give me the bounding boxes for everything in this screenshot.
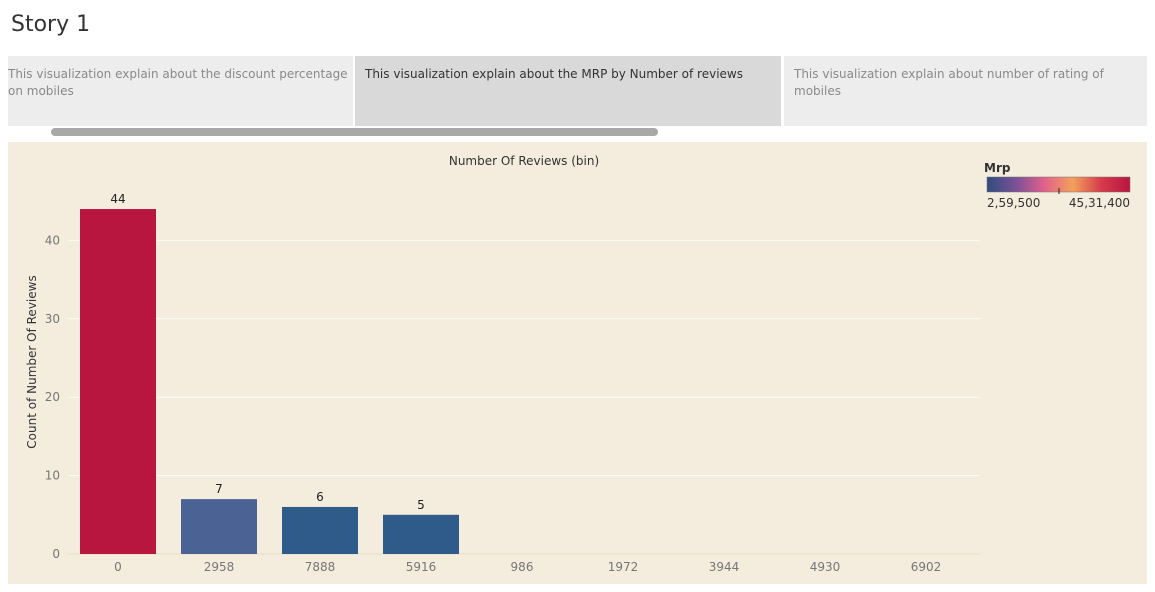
x-tick-label-2958: 2958	[204, 560, 235, 574]
bars	[80, 209, 459, 554]
y-tick-label: 20	[45, 390, 60, 404]
story-point-mrp-reviews[interactable]: This visualization explain about the MRP…	[355, 56, 781, 126]
color-legend: Mrp 2,59,500 45,31,400	[984, 161, 1131, 210]
story-navigator: This visualization explain about the dis…	[8, 56, 1147, 126]
legend-min-label: 2,59,500	[987, 196, 1040, 210]
x-tick-label-7888: 7888	[305, 560, 336, 574]
x-tick-label-1972: 1972	[608, 560, 639, 574]
data-label-0: 44	[110, 192, 125, 206]
chart-title: Number Of Reviews (bin)	[449, 154, 599, 168]
data-label-2958: 7	[215, 482, 223, 496]
x-tick-label-0: 0	[114, 560, 122, 574]
y-tick-label: 30	[45, 312, 60, 326]
x-axis-ticks: 0 2958 7888 5916 986 1972 3944 4930 6902	[114, 560, 941, 574]
y-axis-title: Count of Number Of Reviews	[25, 275, 39, 448]
bar-2958	[181, 499, 257, 554]
scrollbar-thumb[interactable]	[51, 128, 658, 136]
bar-chart: 44 7 6 5 0 10 20 30 40 0 2958 7888 5916 986 1972 3944…	[25, 154, 1131, 574]
story-point-discount[interactable]: This visualization explain about the dis…	[8, 56, 353, 126]
y-axis-ticks: 0 10 20 30 40	[45, 233, 60, 561]
legend-max-label: 45,31,400	[1069, 196, 1130, 210]
chart-panel: 44 7 6 5 0 10 20 30 40 0 2958 7888 5916 986 1972 3944…	[8, 142, 1147, 584]
legend-title: Mrp	[984, 161, 1011, 175]
data-label-7888: 6	[316, 490, 324, 504]
story-navigator-scrollbar[interactable]	[8, 126, 1147, 136]
y-tick-label: 10	[45, 469, 60, 483]
story-title: Story 1	[11, 12, 91, 37]
x-tick-label-5916: 5916	[406, 560, 437, 574]
x-tick-label-6902: 6902	[911, 560, 942, 574]
x-tick-label-4930: 4930	[810, 560, 841, 574]
story-point-rating[interactable]: This visualization explain about number …	[784, 56, 1147, 126]
x-tick-label-3944: 3944	[709, 560, 740, 574]
y-tick-label: 0	[52, 547, 60, 561]
data-label-5916: 5	[417, 498, 425, 512]
data-labels: 44 7 6 5	[110, 192, 424, 512]
bar-0	[80, 209, 156, 554]
x-tick-label-986: 986	[511, 560, 534, 574]
bar-7888	[282, 506, 358, 554]
y-tick-label: 40	[45, 233, 60, 247]
bar-5916	[383, 514, 459, 554]
